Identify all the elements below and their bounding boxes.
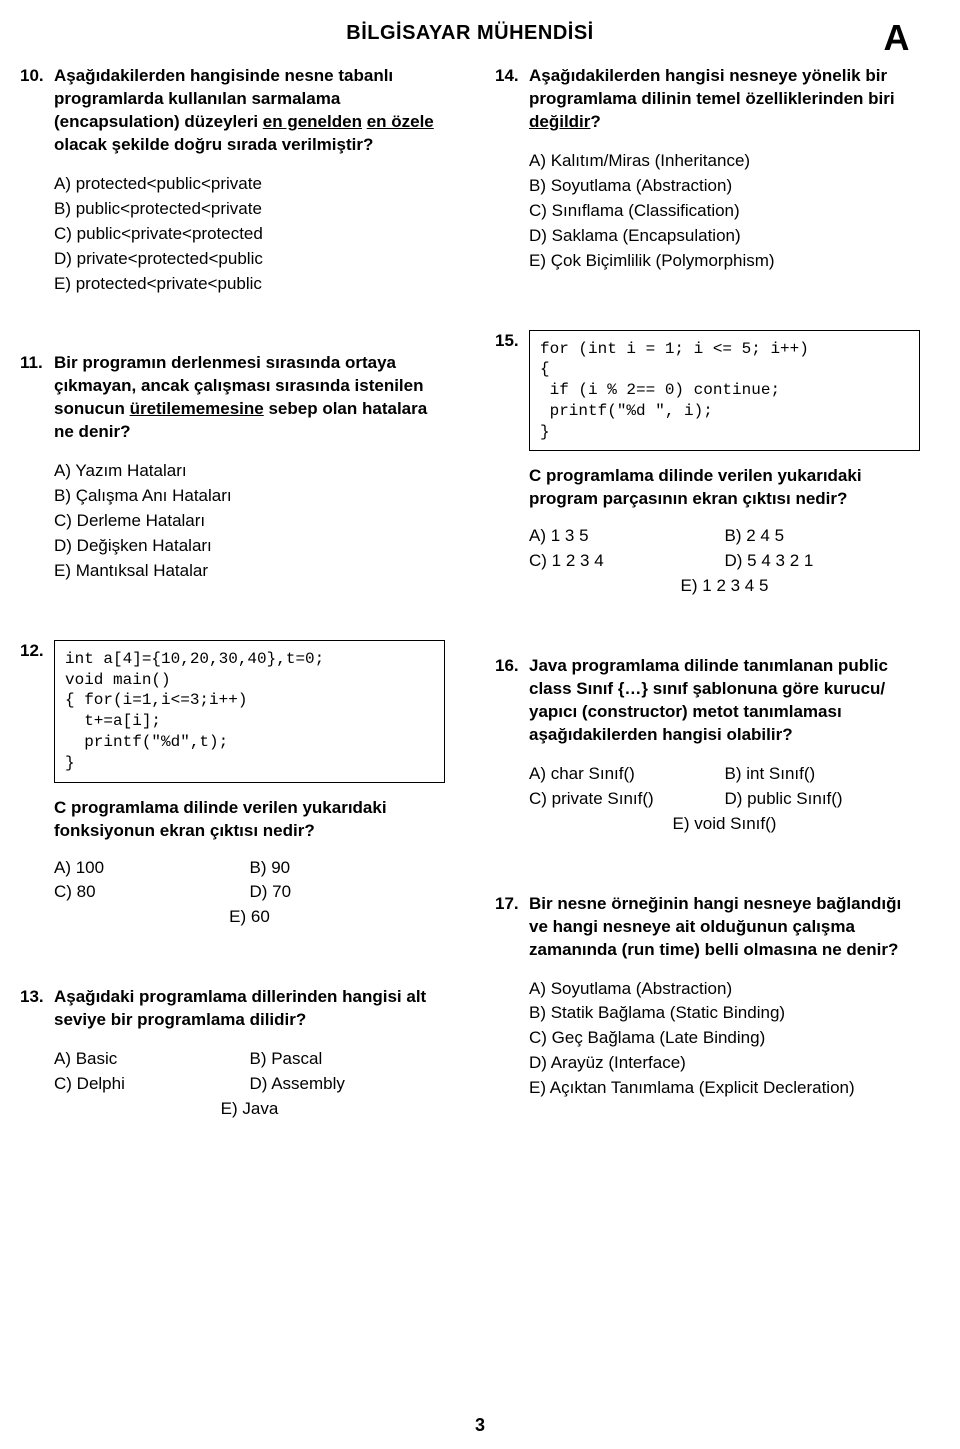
option-e: E) Açıktan Tanımlama (Explicit Declerati… [529, 1077, 920, 1100]
options-list: A) Basic B) Pascal C) Delphi D) Assembly… [54, 1048, 445, 1123]
option-d: D) Değişken Hataları [54, 535, 445, 558]
option-a: A) char Sınıf() [529, 763, 725, 786]
option-c: C) 80 [54, 881, 250, 904]
exam-title: BİLGİSAYAR MÜHENDİSİ [346, 22, 593, 44]
option-b: B) Çalışma Anı Hataları [54, 485, 445, 508]
option-c: C) Derleme Hataları [54, 510, 445, 533]
question-number: 15. [495, 330, 529, 353]
question-stem: Java programlama dilinde tanımlanan publ… [529, 655, 920, 747]
option-a: A) protected<public<private [54, 173, 445, 196]
option-b: B) public<protected<private [54, 198, 445, 221]
option-a: A) 100 [54, 857, 250, 880]
option-d: D) Arayüz (Interface) [529, 1052, 920, 1075]
question-number: 12. [20, 640, 54, 663]
question-number: 13. [20, 986, 54, 1009]
option-b: B) int Sınıf() [725, 763, 921, 786]
booklet-letter: A [884, 14, 911, 63]
option-c: C) public<private<protected [54, 223, 445, 246]
option-a: A) Soyutlama (Abstraction) [529, 978, 920, 1001]
question-stem: Aşağıdakilerden hangisi nesneye yönelik … [529, 65, 920, 134]
option-c: C) Delphi [54, 1073, 250, 1096]
option-b: B) Statik Bağlama (Static Binding) [529, 1002, 920, 1025]
option-d: D) 5 4 3 2 1 [725, 550, 921, 573]
question-body: Bir programın derlenmesi sırasında ortay… [54, 352, 445, 584]
options-list: A) char Sınıf() B) int Sınıf() C) privat… [529, 763, 920, 838]
option-d: D) 70 [250, 881, 446, 904]
option-d: D) public Sınıf() [725, 788, 921, 811]
option-c: C) Sınıflama (Classification) [529, 200, 920, 223]
option-a: A) Basic [54, 1048, 250, 1071]
question-14: 14. Aşağıdakilerden hangisi nesneye yöne… [495, 65, 920, 275]
page-number: 3 [0, 1413, 960, 1437]
option-e: E) 60 [54, 906, 445, 929]
option-e: E) 1 2 3 4 5 [529, 575, 920, 598]
question-body: Bir nesne örneğinin hangi nesneye bağlan… [529, 893, 920, 1103]
option-e: E) Çok Biçimlilik (Polymorphism) [529, 250, 920, 273]
option-d: D) Assembly [250, 1073, 446, 1096]
code-snippet: int a[4]={10,20,30,40},t=0; void main() … [54, 640, 445, 783]
option-b: B) Pascal [250, 1048, 446, 1071]
question-number: 11. [20, 352, 54, 375]
question-stem: Aşağıdaki programlama dillerinden hangis… [54, 986, 445, 1032]
option-a: A) 1 3 5 [529, 525, 725, 548]
option-e: E) Java [54, 1098, 445, 1121]
question-15: 15. for (int i = 1; i <= 5; i++) { if (i… [495, 330, 920, 601]
option-d: D) private<protected<public [54, 248, 445, 271]
question-stem: C programlama dilinde verilen yukarıdaki… [54, 797, 445, 843]
question-body: Aşağıdakilerden hangisi nesneye yönelik … [529, 65, 920, 275]
options-list: A) 100 B) 90 C) 80 D) 70 E) 60 [54, 857, 445, 932]
code-snippet: for (int i = 1; i <= 5; i++) { if (i % 2… [529, 330, 920, 452]
options-list: A) Yazım Hataları B) Çalışma Anı Hatalar… [54, 460, 445, 583]
options-list: A) protected<public<private B) public<pr… [54, 173, 445, 296]
question-13: 13. Aşağıdaki programlama dillerinden ha… [20, 986, 445, 1123]
question-stem: Aşağıdakilerden hangisinde nesne tabanlı… [54, 65, 445, 157]
question-number: 14. [495, 65, 529, 88]
question-number: 17. [495, 893, 529, 916]
option-b: B) 90 [250, 857, 446, 880]
option-c: C) Geç Bağlama (Late Binding) [529, 1027, 920, 1050]
question-number: 16. [495, 655, 529, 678]
question-17: 17. Bir nesne örneğinin hangi nesneye ba… [495, 893, 920, 1103]
option-e: E) Mantıksal Hatalar [54, 560, 445, 583]
question-body: Java programlama dilinde tanımlanan publ… [529, 655, 920, 838]
question-11: 11. Bir programın derlenmesi sırasında o… [20, 352, 445, 584]
option-a: A) Kalıtım/Miras (Inheritance) [529, 150, 920, 173]
question-16: 16. Java programlama dilinde tanımlanan … [495, 655, 920, 838]
options-list: A) Kalıtım/Miras (Inheritance) B) Soyutl… [529, 150, 920, 273]
right-column: 14. Aşağıdakilerden hangisi nesneye yöne… [495, 65, 920, 1178]
options-list: A) Soyutlama (Abstraction) B) Statik Bağ… [529, 978, 920, 1101]
question-body: int a[4]={10,20,30,40},t=0; void main() … [54, 640, 445, 931]
question-number: 10. [20, 65, 54, 88]
option-d: D) Saklama (Encapsulation) [529, 225, 920, 248]
option-e: E) protected<private<public [54, 273, 445, 296]
option-c: C) private Sınıf() [529, 788, 725, 811]
option-e: E) void Sınıf() [529, 813, 920, 836]
question-body: Aşağıdakilerden hangisinde nesne tabanlı… [54, 65, 445, 297]
left-column: 10. Aşağıdakilerden hangisinde nesne tab… [20, 65, 445, 1178]
question-stem: Bir programın derlenmesi sırasında ortay… [54, 352, 445, 444]
option-a: A) Yazım Hataları [54, 460, 445, 483]
question-body: for (int i = 1; i <= 5; i++) { if (i % 2… [529, 330, 920, 601]
exam-page: BİLGİSAYAR MÜHENDİSİ A 10. Aşağıdakilerd… [0, 0, 960, 1449]
question-12: 12. int a[4]={10,20,30,40},t=0; void mai… [20, 640, 445, 931]
option-b: B) 2 4 5 [725, 525, 921, 548]
question-stem: Bir nesne örneğinin hangi nesneye bağlan… [529, 893, 920, 962]
question-stem: C programlama dilinde verilen yukarıdaki… [529, 465, 920, 511]
question-body: Aşağıdaki programlama dillerinden hangis… [54, 986, 445, 1123]
option-c: C) 1 2 3 4 [529, 550, 725, 573]
option-b: B) Soyutlama (Abstraction) [529, 175, 920, 198]
content-columns: 10. Aşağıdakilerden hangisinde nesne tab… [20, 65, 920, 1178]
page-header: BİLGİSAYAR MÜHENDİSİ A [20, 20, 920, 47]
question-10: 10. Aşağıdakilerden hangisinde nesne tab… [20, 65, 445, 297]
options-list: A) 1 3 5 B) 2 4 5 C) 1 2 3 4 D) 5 4 3 2 … [529, 525, 920, 600]
